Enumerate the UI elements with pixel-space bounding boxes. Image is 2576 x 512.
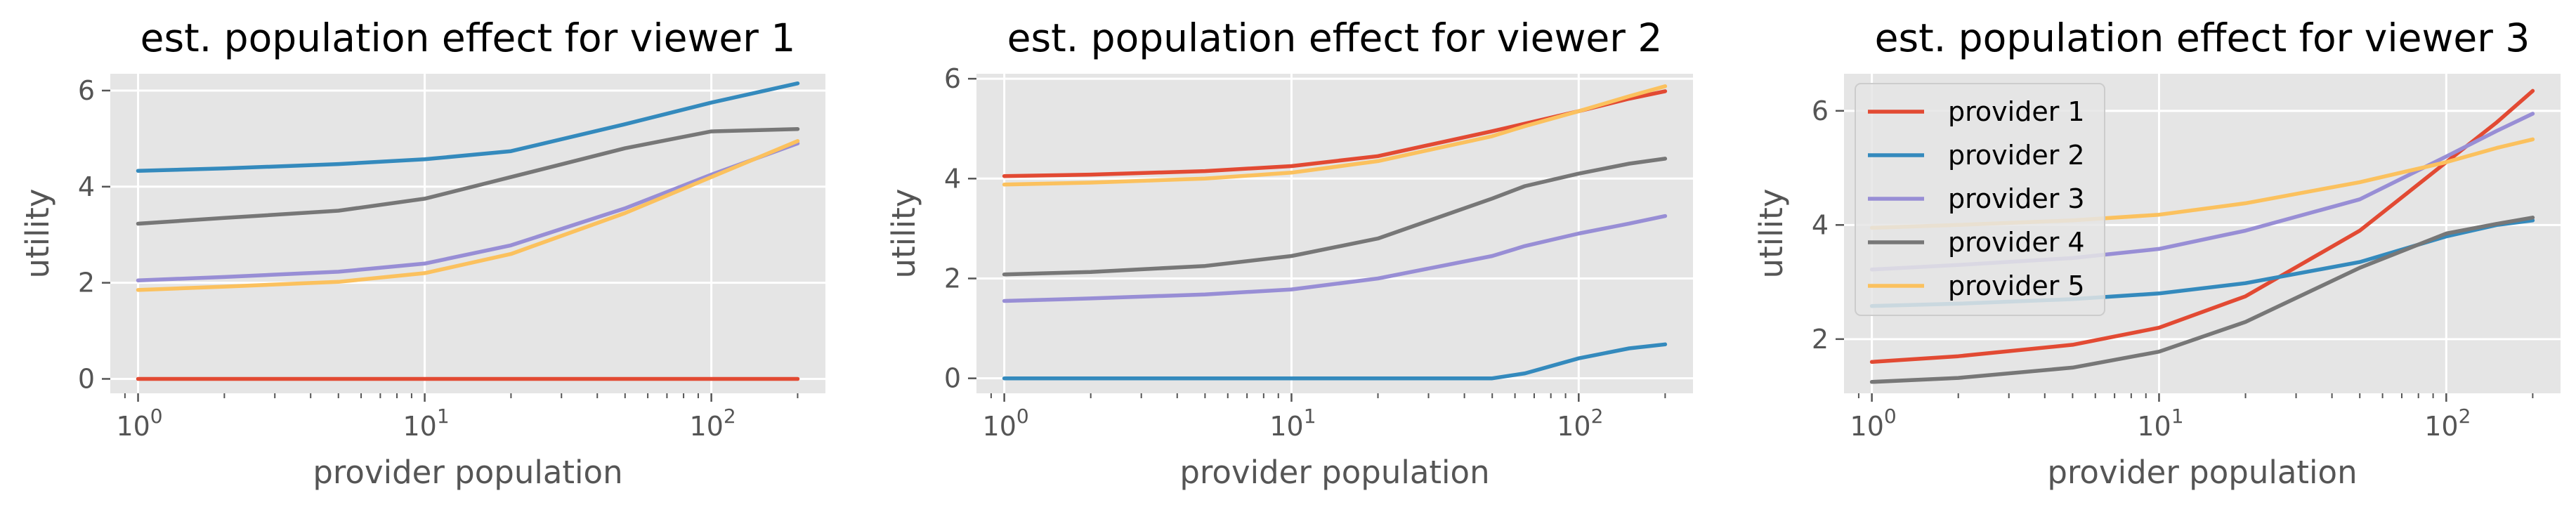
x-tick-label: 100 [116, 405, 162, 442]
series-line-provider-2 [1002, 342, 1668, 381]
y-tick-label: 6 [1812, 96, 1829, 126]
chart-title: est. population effect for viewer 1 [140, 15, 796, 60]
x-tick-exponent: 2 [2459, 405, 2471, 428]
legend-label: provider 3 [1948, 183, 2085, 214]
y-tick-label: 6 [944, 63, 961, 94]
x-tick-exponent: 2 [1591, 405, 1604, 428]
x-tick-label: 101 [403, 405, 449, 442]
x-axis-label: provider population [1179, 454, 1489, 491]
series-line-provider-4 [1002, 157, 1668, 277]
x-axis-label: provider population [313, 454, 622, 491]
legend-label: provider 2 [1948, 140, 2085, 171]
x-tick-exponent: 1 [2171, 405, 2184, 428]
series-line-provider-1 [1869, 88, 2535, 365]
series-line-provider-2 [136, 81, 800, 173]
x-tick-label: 102 [2424, 405, 2471, 442]
legend-box [1855, 83, 2105, 316]
series-line-provider-3 [1002, 214, 1668, 303]
y-axis-label: utility [19, 189, 56, 279]
series-line-provider-3 [136, 141, 800, 282]
x-tick-exponent: 1 [1304, 405, 1316, 428]
y-tick-label: 2 [944, 263, 961, 294]
x-tick-label: 102 [690, 405, 736, 442]
y-axis-label: utility [885, 189, 922, 279]
legend-label: provider 4 [1948, 227, 2085, 258]
x-tick-exponent: 0 [150, 405, 163, 428]
x-tick-exponent: 0 [1884, 405, 1897, 428]
chart-title: est. population effect for viewer 2 [1007, 15, 1663, 60]
x-tick-exponent: 2 [724, 405, 736, 428]
x-axis-label: provider population [2047, 454, 2357, 491]
series-line-provider-5 [136, 139, 800, 292]
legend-label: provider 5 [1948, 270, 2085, 301]
y-tick-label: 4 [944, 163, 961, 194]
x-tick-label: 101 [2137, 405, 2183, 442]
y-tick-label: 2 [78, 268, 95, 298]
series-line-provider-4 [1869, 216, 2535, 384]
x-tick-label: 100 [1850, 405, 1897, 442]
y-axis-label: utility [1753, 189, 1790, 279]
y-tick-label: 2 [1812, 324, 1829, 355]
y-tick-label: 6 [78, 75, 95, 106]
series-line-provider-5 [1002, 84, 1668, 187]
y-tick-label: 0 [944, 363, 961, 394]
chart-title: est. population effect for viewer 3 [1875, 15, 2530, 60]
x-tick-label: 100 [983, 405, 1029, 442]
legend-label: provider 1 [1948, 96, 2085, 127]
y-tick-label: 0 [78, 363, 95, 394]
legend: provider 1 provider 2 provider 3 provider 4… [1855, 83, 2105, 316]
x-tick-exponent: 1 [437, 405, 450, 428]
x-tick-label: 101 [1269, 405, 1316, 442]
x-tick-label: 102 [1557, 405, 1603, 442]
y-tick-label: 4 [78, 171, 95, 202]
series-line-provider-4 [136, 126, 800, 226]
y-tick-label: 4 [1812, 209, 1829, 240]
x-tick-exponent: 0 [1016, 405, 1029, 428]
plot-area [110, 74, 825, 393]
